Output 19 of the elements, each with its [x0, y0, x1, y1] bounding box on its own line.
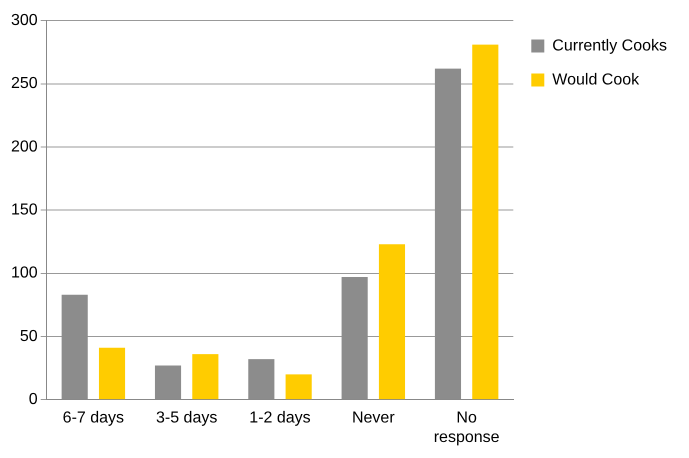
y-tick-label: 0 — [28, 391, 38, 408]
y-tick-label: 250 — [10, 75, 38, 92]
x-tick-label: 6-7 days — [62, 410, 124, 427]
x-tick-label: 1-2 days — [249, 410, 311, 427]
bar — [286, 374, 312, 400]
bar — [472, 44, 498, 400]
y-tick-label: 150 — [10, 202, 38, 219]
y-tick-label: 200 — [10, 138, 38, 156]
legend-label: Currently Cooks — [552, 37, 667, 54]
y-tick-label: 50 — [20, 328, 38, 345]
bar — [98, 348, 126, 400]
x-tick-label: 3-5 days — [156, 410, 218, 427]
y-tick-label: 100 — [10, 264, 38, 282]
bar — [378, 244, 406, 400]
x-tick-label: Never — [352, 410, 396, 427]
x-tick-label: No response — [434, 410, 500, 446]
y-tick-label: 300 — [10, 12, 38, 30]
bar — [192, 354, 218, 400]
legend-label: Would Cook — [552, 71, 640, 88]
